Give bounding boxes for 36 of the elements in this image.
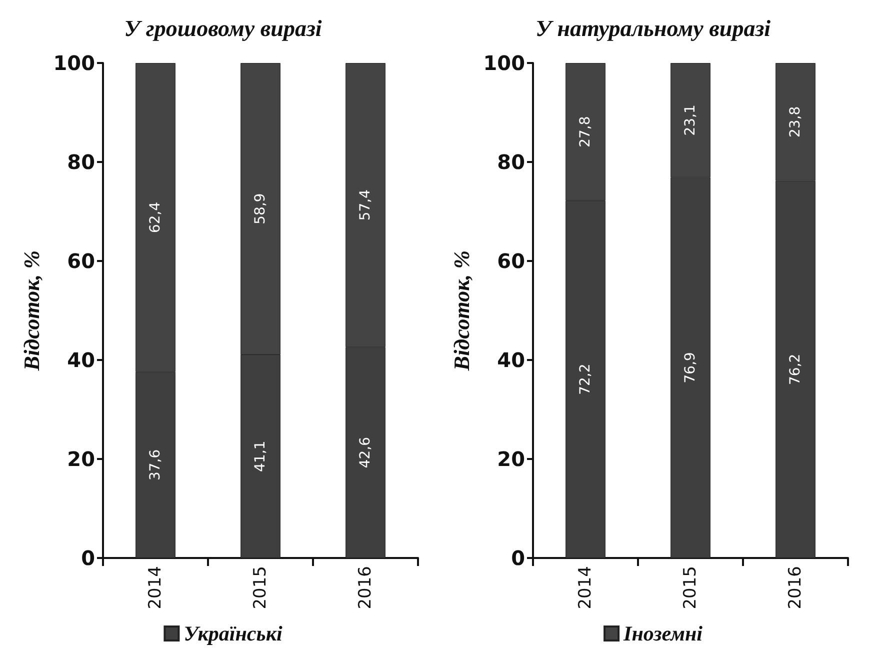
data-label: 57,4 — [358, 189, 374, 221]
y-tick-label: 0 — [81, 546, 95, 570]
x-tick-label: 2016 — [356, 566, 376, 610]
y-tick-label: 80 — [67, 150, 95, 174]
legend-label: Іноземні — [622, 622, 703, 646]
x-tick-label: 2015 — [250, 566, 270, 610]
y-axis-title: Відсоток, % — [448, 250, 474, 372]
data-label: 76,2 — [788, 354, 804, 385]
data-label: 23,8 — [788, 106, 804, 138]
y-tick-label: 40 — [497, 348, 525, 372]
y-tick-label: 60 — [497, 249, 525, 273]
data-label: 72,2 — [578, 364, 594, 395]
x-tick-label: 2014 — [146, 566, 166, 610]
data-label: 27,8 — [578, 116, 594, 148]
data-label: 58,9 — [252, 193, 268, 224]
y-tick-label: 20 — [67, 447, 95, 471]
data-label: 41,1 — [252, 440, 268, 472]
chart-title: У грошовому виразі — [124, 16, 322, 41]
data-label: 23,1 — [682, 104, 698, 136]
data-label: 37,6 — [148, 449, 164, 481]
x-tick-label: 2015 — [680, 566, 700, 610]
y-axis-title: Відсоток, % — [18, 250, 44, 372]
y-tick-label: 60 — [67, 249, 95, 273]
x-tick-label: 2014 — [576, 566, 596, 610]
y-tick-label: 20 — [497, 447, 525, 471]
chart-title: У натуральному виразі — [535, 16, 772, 41]
y-tick-label: 40 — [67, 348, 95, 372]
y-tick-label: 100 — [483, 51, 525, 75]
data-label: 42,6 — [358, 436, 374, 468]
y-tick-label: 0 — [511, 546, 525, 570]
data-label: 76,9 — [682, 352, 698, 384]
y-tick-label: 80 — [497, 150, 525, 174]
data-label: 62,4 — [148, 202, 164, 234]
legend-label: Українські — [184, 622, 282, 646]
y-tick-label: 100 — [53, 51, 95, 75]
x-tick-label: 2016 — [786, 566, 806, 610]
